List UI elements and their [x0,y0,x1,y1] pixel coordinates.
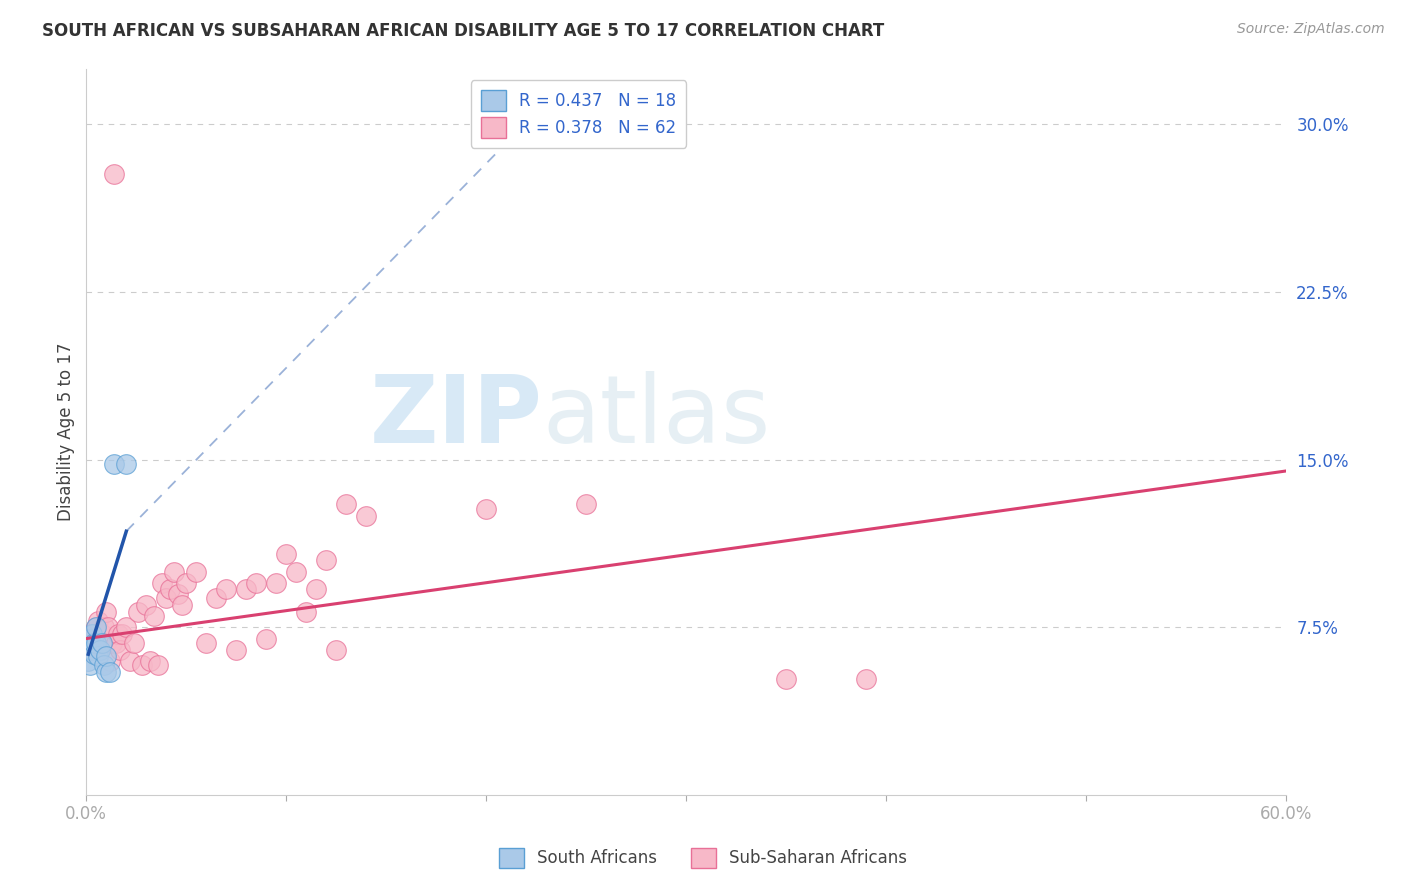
Point [83,647,105,661]
Point [84,620,107,634]
Legend: South Africans, Sub-Saharan Africans: South Africans, Sub-Saharan Africans [492,841,914,875]
Point [101,636,124,650]
Point [120,654,142,668]
Point [215,582,238,597]
Point [83,642,105,657]
Point [77,636,100,650]
Point [131,658,153,673]
Point [186,565,208,579]
Point [167,587,190,601]
Point [176,575,198,590]
Point [91,636,114,650]
Point [82,636,104,650]
Point [87,632,110,646]
Point [143,609,166,624]
Point [96,636,118,650]
Point [84,620,107,634]
Point [96,649,118,664]
Point [82,627,104,641]
Point [139,654,162,668]
Point [97,620,120,634]
Point [172,598,194,612]
Point [96,665,118,679]
Text: ZIP: ZIP [370,371,543,463]
Point [107,627,129,641]
Point [356,508,378,523]
Point [155,591,177,606]
Point [82,642,104,657]
Y-axis label: Disability Age 5 to 17: Disability Age 5 to 17 [58,343,75,521]
Point [245,575,267,590]
Point [124,636,146,650]
Text: Source: ZipAtlas.com: Source: ZipAtlas.com [1237,22,1385,37]
Legend: R = 0.437   N = 18, R = 0.378   N = 62: R = 0.437 N = 18, R = 0.378 N = 62 [471,80,686,148]
Point [98,654,121,668]
Point [83,636,105,650]
Point [159,582,181,597]
Point [325,642,347,657]
Point [305,582,328,597]
Point [93,620,115,634]
Point [91,627,114,641]
Point [87,614,110,628]
Point [163,565,186,579]
Point [295,605,318,619]
Point [285,565,308,579]
Point [148,658,170,673]
Point [89,636,111,650]
Point [195,636,218,650]
Point [110,642,132,657]
Point [79,658,101,673]
Point [475,502,498,516]
Point [205,591,228,606]
Point [103,167,125,181]
Point [93,658,115,673]
Point [254,632,277,646]
Point [115,457,138,471]
Point [127,605,149,619]
Point [575,498,598,512]
Point [89,642,111,657]
Point [91,636,114,650]
Point [103,457,125,471]
Point [335,498,357,512]
Point [83,627,105,641]
Point [855,672,877,686]
Point [105,636,128,650]
Point [235,582,257,597]
Point [115,620,138,634]
Point [150,575,173,590]
Point [84,636,107,650]
Text: SOUTH AFRICAN VS SUBSAHARAN AFRICAN DISABILITY AGE 5 TO 17 CORRELATION CHART: SOUTH AFRICAN VS SUBSAHARAN AFRICAN DISA… [42,22,884,40]
Point [135,598,157,612]
Point [87,649,110,664]
Point [84,636,107,650]
Point [96,605,118,619]
Point [79,627,101,641]
Point [82,632,104,646]
Point [266,575,288,590]
Point [315,553,337,567]
Point [77,654,100,668]
Point [98,665,121,679]
Point [775,672,797,686]
Point [79,632,101,646]
Point [111,627,134,641]
Text: atlas: atlas [543,371,770,463]
Point [276,547,298,561]
Point [79,642,101,657]
Point [225,642,247,657]
